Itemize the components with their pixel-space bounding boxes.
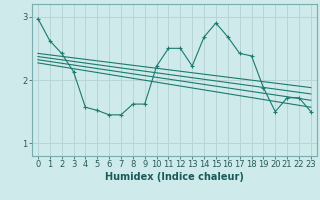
X-axis label: Humidex (Indice chaleur): Humidex (Indice chaleur) — [105, 172, 244, 182]
